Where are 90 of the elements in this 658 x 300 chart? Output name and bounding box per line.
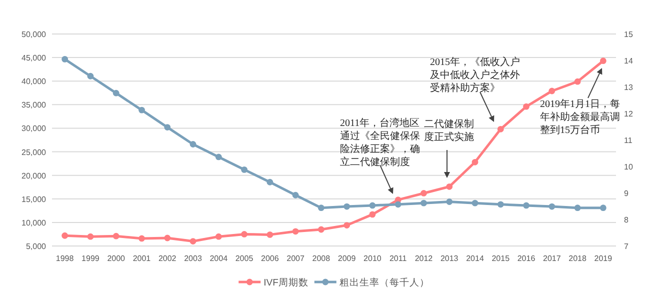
point [215,233,222,240]
y2-tick-label: 10 [624,162,634,172]
y2-tick-label: 12 [624,110,634,118]
x-tick-label: 2014 [466,254,484,263]
point [497,126,504,132]
x-tick-label: 2015 [492,254,510,263]
x-tick-label: 2018 [568,254,587,263]
y2-tick-label: 14 [624,56,634,66]
point [292,192,299,198]
point [600,58,606,64]
point [112,90,120,96]
x-tick-label: 2003 [184,254,202,263]
legend-label: 粗出生率（每千人） [339,276,430,288]
point [523,202,530,209]
x-tick-label: 1999 [82,254,100,263]
point [138,106,145,114]
x-tick-label: 2016 [517,254,536,263]
point [292,228,299,235]
x-tick-label: 2005 [235,254,254,263]
point [574,204,581,212]
y-tick-label: 45,000 [22,54,47,63]
x-tick-label: 2011 [389,254,408,263]
x-tick-label: 2009 [338,254,356,263]
x-tick-label: 2008 [312,254,331,263]
annotation: 二代健保制度正式实施 [424,118,475,144]
point [472,158,478,166]
y2-tick-label: 15 [624,30,634,39]
y-tick-label: 35,000 [22,100,47,110]
y-tick-label: 15,000 [22,194,47,204]
point [548,203,556,210]
x-tick-label: 2000 [107,254,126,263]
point [164,124,171,130]
x-tick-label: 2006 [261,254,280,263]
annotation: 2011年，台湾地区通过《全民健保保险法修正案》，确立二代健保制度 [340,117,421,169]
point [523,103,530,110]
y2-tick-label: 11 [624,136,633,145]
x-tick-label: 2012 [414,254,434,263]
y2-tick-label: 7 [624,242,629,251]
y-tick-label: 50,000 [22,30,47,39]
point [62,56,68,62]
x-tick-label: 2017 [543,254,562,263]
point [112,232,120,240]
y-tick-label: 30,000 [22,124,47,134]
y-tick-label: 25,000 [22,148,47,157]
point [318,226,324,233]
y2-tick-label: 8 [624,216,629,224]
point [446,183,453,190]
point [548,88,556,94]
y2-tick-label: 13 [624,83,634,92]
point [369,202,376,209]
point [215,154,222,160]
x-tick-label: 1998 [56,254,74,263]
point [420,190,427,196]
x-tick-label: 2010 [364,254,382,263]
y-tick-label: 10,000 [22,218,47,228]
point [62,232,68,239]
annotation: 2015年，《低收入户及中低收入户之体外受精补助方案》 [430,56,521,95]
point [164,234,171,242]
y2-tick-label: 9 [624,189,629,198]
point [394,201,402,208]
x-tick-label: 2001 [132,254,152,263]
point [497,201,504,208]
point [241,231,248,238]
x-tick-label: 2007 [286,254,305,263]
point [241,166,248,173]
x-tick-label: 2013 [440,254,459,263]
x-tick-label: 2004 [210,254,228,263]
y-tick-label: 5,000 [26,242,47,251]
point [266,178,274,186]
point [574,78,581,85]
point [420,200,427,206]
x-tick-label: 2002 [158,254,177,263]
point [138,235,145,242]
point [446,198,453,205]
point [344,222,350,228]
point [190,141,196,148]
legend-label: IVF周期数 [264,276,308,288]
point [266,231,274,238]
point [369,211,376,218]
point [87,72,94,80]
x-tick-label: 2019 [594,254,613,263]
annotation: 2019年1月1日，每年补助金额最高调整到15万台币 [540,98,620,137]
point [87,233,94,240]
point [190,238,196,244]
point [318,204,324,212]
y-tick-label: 20,000 [22,171,47,180]
y-tick-label: 40,000 [22,77,47,86]
point [600,204,606,212]
point [472,200,478,206]
point [344,203,350,210]
